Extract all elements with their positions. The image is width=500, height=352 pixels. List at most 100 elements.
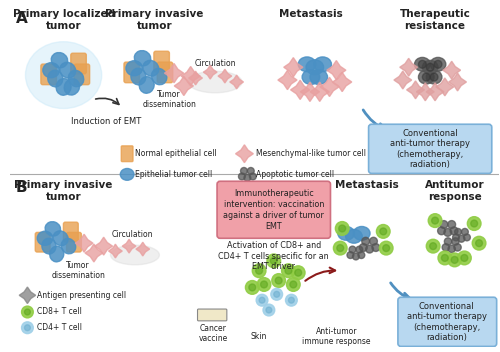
Ellipse shape <box>362 237 370 245</box>
Circle shape <box>285 267 292 274</box>
Ellipse shape <box>152 68 167 85</box>
FancyArrowPatch shape <box>306 268 335 281</box>
Polygon shape <box>426 83 444 101</box>
FancyBboxPatch shape <box>66 232 82 252</box>
Circle shape <box>286 278 300 291</box>
Polygon shape <box>122 239 136 253</box>
Text: Primary localized
tumor: Primary localized tumor <box>12 9 115 31</box>
FancyBboxPatch shape <box>198 309 227 321</box>
Circle shape <box>272 274 285 288</box>
Circle shape <box>339 225 345 232</box>
Circle shape <box>430 73 438 81</box>
Circle shape <box>288 297 294 303</box>
Polygon shape <box>416 83 434 101</box>
Ellipse shape <box>188 71 242 93</box>
Ellipse shape <box>349 246 356 253</box>
Ellipse shape <box>458 235 465 242</box>
Polygon shape <box>290 80 310 100</box>
Circle shape <box>292 266 305 279</box>
Ellipse shape <box>131 68 146 85</box>
Ellipse shape <box>110 245 160 265</box>
Circle shape <box>471 220 478 227</box>
Text: Primary invasive
tumor: Primary invasive tumor <box>106 9 204 31</box>
Circle shape <box>249 284 256 291</box>
Ellipse shape <box>244 174 251 181</box>
Ellipse shape <box>448 245 456 252</box>
Circle shape <box>430 243 436 250</box>
Ellipse shape <box>310 70 328 84</box>
FancyArrowPatch shape <box>96 98 119 105</box>
Text: Induction of EMT: Induction of EMT <box>70 117 141 126</box>
Ellipse shape <box>370 237 378 245</box>
Polygon shape <box>75 234 93 252</box>
Circle shape <box>461 254 468 262</box>
Ellipse shape <box>418 70 434 84</box>
Ellipse shape <box>43 63 60 78</box>
Circle shape <box>252 264 266 278</box>
FancyBboxPatch shape <box>368 124 492 174</box>
FancyBboxPatch shape <box>217 181 330 238</box>
FancyBboxPatch shape <box>74 64 90 85</box>
Ellipse shape <box>426 70 442 84</box>
Circle shape <box>290 281 296 288</box>
FancyBboxPatch shape <box>124 62 140 83</box>
Ellipse shape <box>126 61 142 76</box>
Circle shape <box>418 60 426 68</box>
FancyBboxPatch shape <box>41 64 56 85</box>
Ellipse shape <box>143 60 159 76</box>
Circle shape <box>428 214 442 227</box>
Circle shape <box>257 278 271 291</box>
Text: Apoptotic tumor cell: Apoptotic tumor cell <box>256 170 334 179</box>
Polygon shape <box>174 76 194 95</box>
Ellipse shape <box>250 173 256 180</box>
Ellipse shape <box>464 234 470 241</box>
Text: Primary invasive
tumor: Primary invasive tumor <box>14 180 113 202</box>
Circle shape <box>260 281 268 288</box>
Circle shape <box>472 236 486 250</box>
Circle shape <box>336 221 349 235</box>
Ellipse shape <box>42 238 56 254</box>
Ellipse shape <box>347 252 354 258</box>
Text: A: A <box>16 11 28 26</box>
Circle shape <box>246 281 259 294</box>
Ellipse shape <box>139 77 154 93</box>
Ellipse shape <box>240 168 248 174</box>
Polygon shape <box>310 82 330 101</box>
Ellipse shape <box>298 57 316 72</box>
Circle shape <box>267 254 280 268</box>
Ellipse shape <box>430 57 446 71</box>
Polygon shape <box>188 71 202 85</box>
Polygon shape <box>443 61 460 79</box>
Ellipse shape <box>454 228 462 235</box>
Text: Tumor
dissemination: Tumor dissemination <box>52 261 105 280</box>
Ellipse shape <box>372 244 380 251</box>
Text: Conventional
anti-tumor therapy
(chemotherapy,
radiation): Conventional anti-tumor therapy (chemoth… <box>407 302 487 342</box>
Text: Activation of CD8+ and
CD4+ T cells specific for an
EMT driver: Activation of CD8+ and CD4+ T cells spec… <box>218 241 329 271</box>
Circle shape <box>295 269 302 276</box>
Text: CD4+ T cell: CD4+ T cell <box>37 323 82 332</box>
Ellipse shape <box>248 168 254 174</box>
Circle shape <box>256 267 262 274</box>
Polygon shape <box>236 145 254 163</box>
Ellipse shape <box>48 70 63 87</box>
Ellipse shape <box>442 244 450 251</box>
Text: Therapeutic
resistance: Therapeutic resistance <box>400 9 470 31</box>
Ellipse shape <box>360 244 367 251</box>
Ellipse shape <box>454 244 461 251</box>
Circle shape <box>271 288 282 300</box>
Circle shape <box>256 294 268 306</box>
Circle shape <box>22 306 34 318</box>
Ellipse shape <box>134 51 150 66</box>
Circle shape <box>266 307 272 313</box>
Circle shape <box>448 253 462 267</box>
Ellipse shape <box>440 221 448 228</box>
Text: CD8+ T cell: CD8+ T cell <box>37 308 82 316</box>
Ellipse shape <box>414 57 430 71</box>
Text: Metastasis: Metastasis <box>279 9 343 19</box>
Ellipse shape <box>120 169 134 180</box>
Ellipse shape <box>346 230 362 243</box>
Ellipse shape <box>438 227 446 235</box>
Ellipse shape <box>450 227 458 235</box>
Text: Anti-tumor
immune response: Anti-tumor immune response <box>302 327 370 346</box>
FancyBboxPatch shape <box>157 62 172 83</box>
